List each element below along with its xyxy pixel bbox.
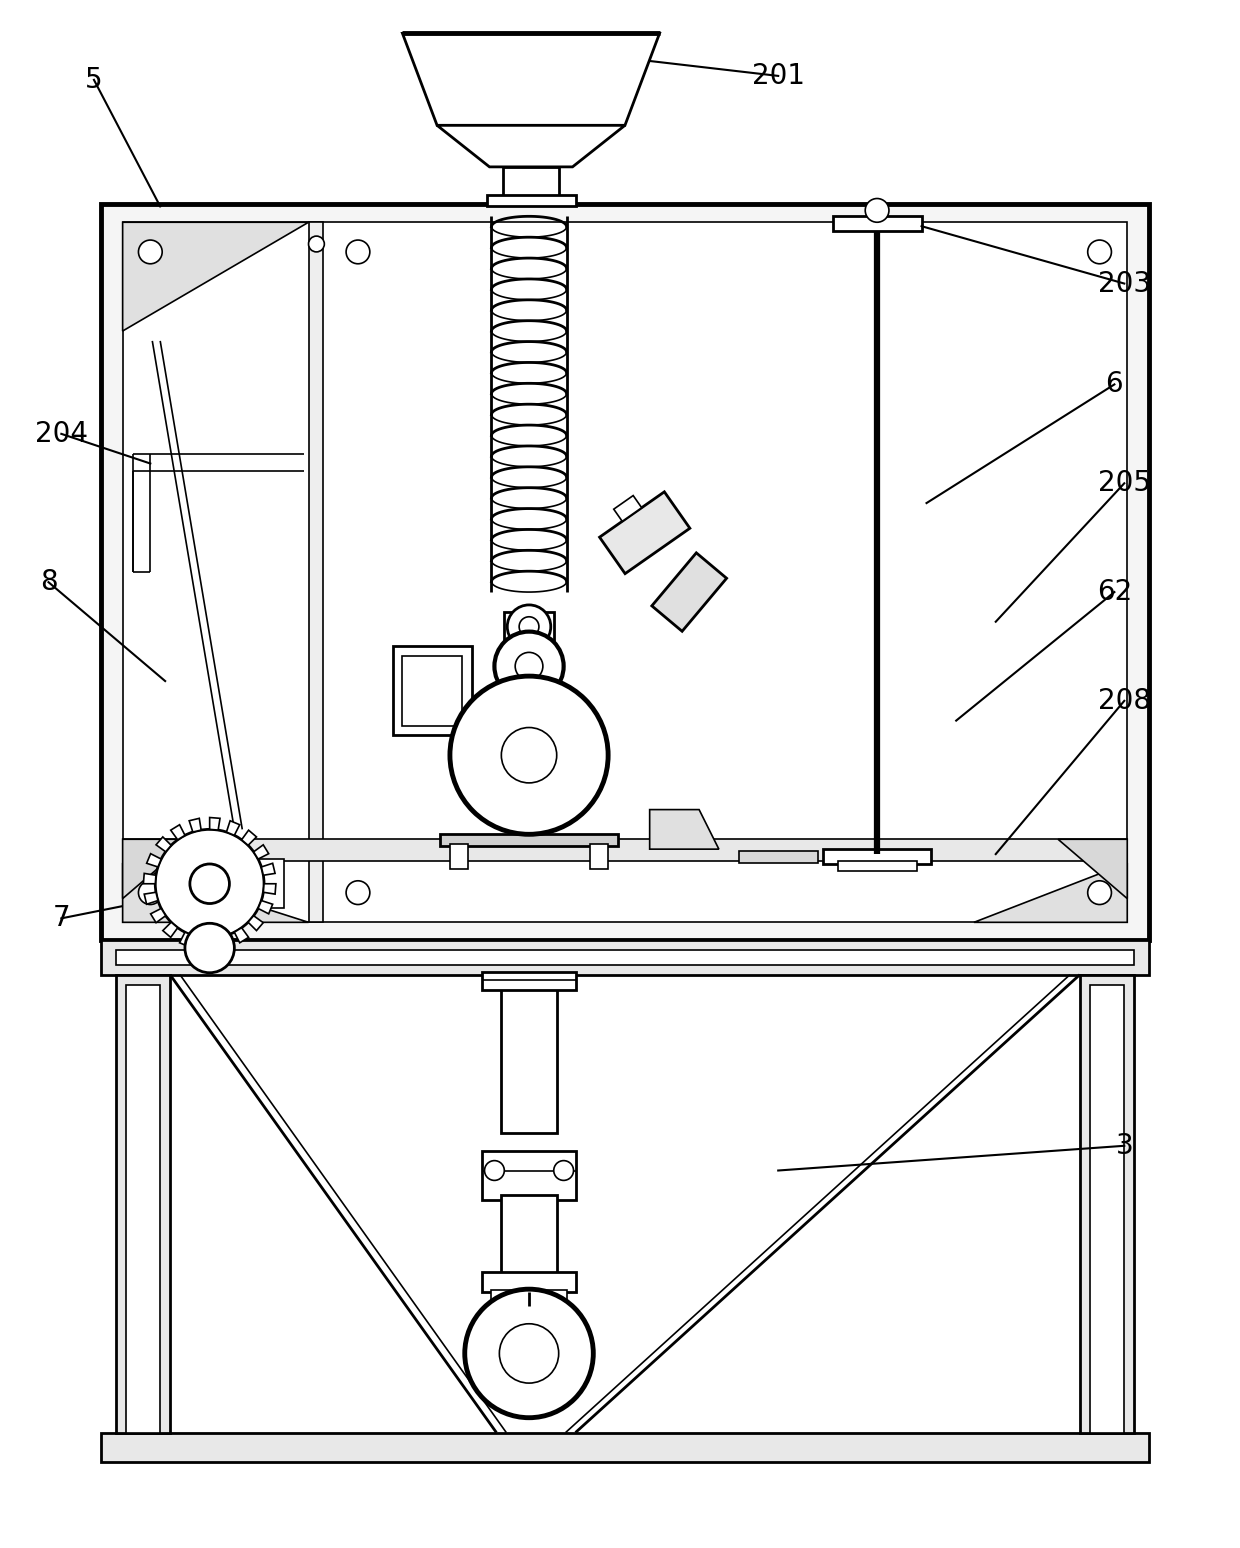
Circle shape bbox=[485, 1161, 505, 1181]
Text: 5: 5 bbox=[86, 67, 103, 94]
Polygon shape bbox=[1058, 839, 1127, 898]
Polygon shape bbox=[162, 923, 177, 938]
Bar bbox=[501, 975, 557, 1133]
Text: 6: 6 bbox=[1106, 370, 1123, 398]
Circle shape bbox=[155, 830, 264, 938]
Text: 201: 201 bbox=[751, 62, 805, 90]
Bar bbox=[403, 656, 461, 726]
Bar bbox=[100, 940, 1149, 975]
Polygon shape bbox=[144, 873, 156, 884]
Bar bbox=[115, 950, 1135, 964]
Circle shape bbox=[500, 1324, 559, 1382]
Text: 205: 205 bbox=[1097, 469, 1151, 497]
Bar bbox=[822, 850, 931, 864]
Bar bbox=[1080, 975, 1135, 1432]
Bar bbox=[125, 985, 160, 1432]
Polygon shape bbox=[210, 817, 219, 830]
Polygon shape bbox=[234, 927, 248, 943]
Circle shape bbox=[346, 240, 370, 263]
Polygon shape bbox=[227, 820, 239, 836]
Bar bbox=[1090, 985, 1125, 1432]
Bar bbox=[450, 844, 467, 868]
Polygon shape bbox=[403, 34, 660, 125]
Text: 8: 8 bbox=[40, 568, 57, 596]
Text: 7: 7 bbox=[52, 904, 71, 932]
Bar bbox=[254, 859, 284, 909]
Bar bbox=[501, 1195, 557, 1274]
Text: 208: 208 bbox=[1097, 687, 1151, 715]
Circle shape bbox=[495, 632, 564, 701]
Circle shape bbox=[554, 1161, 574, 1181]
Circle shape bbox=[309, 237, 325, 252]
Circle shape bbox=[1087, 240, 1111, 263]
Bar bbox=[100, 1432, 1149, 1463]
Bar bbox=[100, 204, 1149, 940]
Bar bbox=[503, 167, 559, 197]
Polygon shape bbox=[123, 862, 309, 923]
Bar bbox=[393, 647, 471, 735]
Polygon shape bbox=[242, 830, 257, 845]
Bar bbox=[481, 1272, 577, 1293]
Circle shape bbox=[450, 676, 608, 834]
Bar bbox=[481, 1150, 577, 1200]
Bar bbox=[491, 1289, 567, 1305]
Circle shape bbox=[515, 652, 543, 680]
Circle shape bbox=[185, 923, 234, 972]
Polygon shape bbox=[150, 909, 166, 923]
Circle shape bbox=[507, 605, 551, 649]
Polygon shape bbox=[144, 892, 157, 904]
Bar bbox=[739, 851, 817, 862]
Bar bbox=[837, 861, 916, 872]
Bar bbox=[440, 834, 618, 847]
Circle shape bbox=[866, 198, 889, 223]
Polygon shape bbox=[123, 839, 192, 898]
Bar bbox=[309, 223, 324, 923]
Polygon shape bbox=[650, 810, 719, 850]
Bar bbox=[123, 839, 1127, 861]
Polygon shape bbox=[254, 845, 269, 859]
Polygon shape bbox=[171, 825, 185, 839]
Polygon shape bbox=[614, 495, 641, 522]
Polygon shape bbox=[263, 884, 275, 895]
Polygon shape bbox=[973, 862, 1127, 923]
Bar bbox=[115, 975, 170, 1432]
Bar bbox=[505, 611, 554, 641]
Text: 62: 62 bbox=[1096, 577, 1132, 607]
Bar bbox=[123, 223, 1127, 923]
Polygon shape bbox=[436, 125, 625, 167]
Circle shape bbox=[501, 728, 557, 783]
Polygon shape bbox=[218, 935, 231, 949]
Polygon shape bbox=[262, 864, 275, 875]
Circle shape bbox=[520, 616, 539, 636]
Polygon shape bbox=[146, 853, 161, 867]
Polygon shape bbox=[248, 916, 263, 930]
Text: 3: 3 bbox=[1116, 1132, 1133, 1159]
Polygon shape bbox=[600, 492, 689, 574]
Circle shape bbox=[139, 240, 162, 263]
Polygon shape bbox=[180, 932, 193, 947]
Text: 204: 204 bbox=[35, 420, 88, 447]
Polygon shape bbox=[200, 938, 210, 950]
Polygon shape bbox=[258, 901, 273, 913]
Bar bbox=[832, 217, 921, 231]
Polygon shape bbox=[652, 553, 727, 632]
Bar bbox=[486, 195, 575, 206]
Circle shape bbox=[346, 881, 370, 904]
Bar bbox=[481, 972, 577, 989]
Polygon shape bbox=[156, 837, 171, 851]
Polygon shape bbox=[123, 223, 309, 331]
Circle shape bbox=[1087, 881, 1111, 904]
Circle shape bbox=[465, 1289, 593, 1418]
Bar bbox=[590, 844, 608, 868]
Circle shape bbox=[190, 864, 229, 904]
Text: 203: 203 bbox=[1097, 269, 1151, 297]
Circle shape bbox=[139, 881, 162, 904]
Polygon shape bbox=[190, 819, 201, 831]
